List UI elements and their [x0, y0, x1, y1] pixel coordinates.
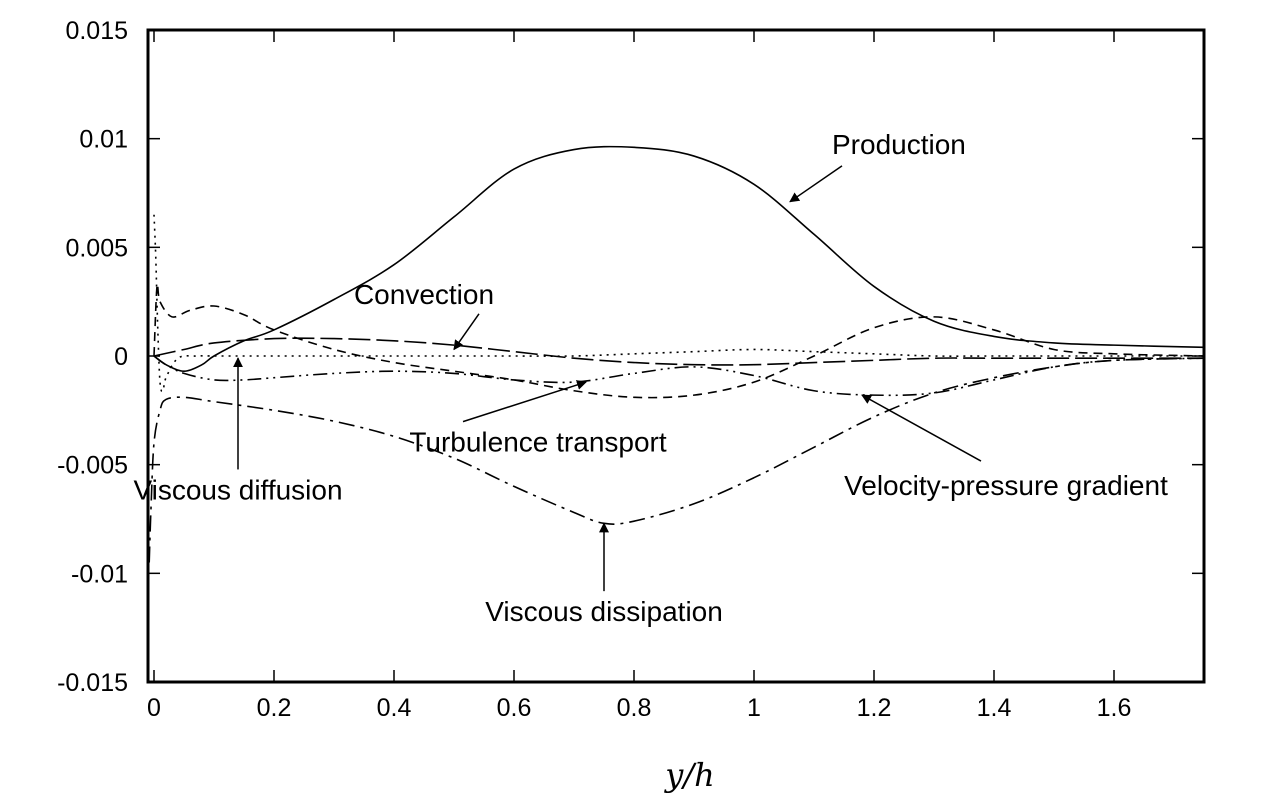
y-tick-label: 0.01	[79, 126, 128, 154]
x-axis-label: y/h	[663, 756, 714, 794]
annotation-label-viscous-dissipation: Viscous dissipation	[485, 596, 723, 627]
annotation-label-viscous-diffusion: Viscous diffusion	[133, 474, 342, 505]
x-tick-label: 1.4	[977, 694, 1012, 722]
series-layer	[148, 145, 1205, 563]
x-tick-label: 0.4	[377, 694, 412, 722]
y-tick-label: -0.015	[57, 669, 128, 697]
series-line-velocity-pressure-gradient	[153, 355, 1205, 397]
y-tick-label: -0.005	[57, 452, 128, 480]
annotation-label-turbulence-transport: Turbulence transport	[409, 427, 667, 458]
x-tick-label: 0	[147, 694, 161, 722]
series-line-viscous-diffusion	[153, 214, 1204, 393]
tick-layer: 0 0.2 0.4 0.6 0.8 1 1.2 1.4 1.6 0.015 0.01 0.005 0 -0…	[57, 17, 1204, 722]
x-tick-label: 0.6	[497, 694, 532, 722]
plot-frame	[146, 28, 1206, 684]
annotation-layer: Production Convection Turbulence transport…	[133, 129, 1168, 627]
x-tick-label: 0.8	[617, 694, 652, 722]
annotation-arrow-convection	[453, 313, 480, 351]
annotation-label-convection: Convection	[354, 279, 494, 310]
series-line-convection	[153, 337, 1204, 366]
series-line-production	[153, 145, 1205, 373]
x-tick-label: 1.6	[1097, 694, 1132, 722]
x-tick-label: 1.2	[857, 694, 892, 722]
y-tick-label: 0.005	[65, 234, 128, 262]
annotation-label-production: Production	[832, 129, 966, 160]
annotation-arrow-production	[789, 165, 843, 203]
series-line-viscous-dissipation	[148, 357, 1205, 563]
y-tick-label: 0	[114, 343, 128, 371]
y-tick-label: 0.015	[65, 17, 128, 45]
annotation-arrow-turbulence-transport	[462, 380, 587, 423]
y-tick-label: -0.01	[71, 560, 128, 588]
x-tick-label: 0.2	[257, 694, 292, 722]
annotation-arrow-velocity-pressure-gradient	[861, 394, 982, 462]
x-tick-label: 1	[747, 694, 761, 722]
annotation-label-velocity-pressure-gradient: Velocity-pressure gradient	[844, 470, 1168, 501]
